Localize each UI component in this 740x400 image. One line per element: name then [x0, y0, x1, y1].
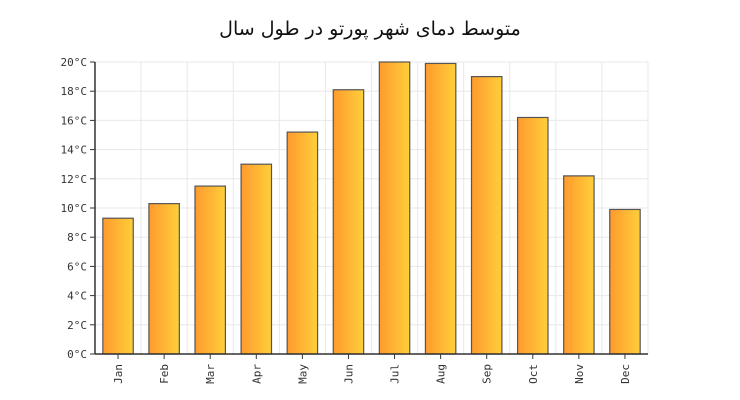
y-tick-label: 20°C — [61, 56, 88, 69]
bar-jul — [378, 61, 411, 355]
x-tick-label: May — [296, 364, 309, 384]
chart-title: متوسط دمای شهر پورتو در طول سال — [219, 18, 521, 40]
x-tick-label: Mar — [204, 364, 217, 384]
x-tick-label: Feb — [158, 364, 171, 384]
y-tick-label: 18°C — [61, 85, 88, 98]
bar-oct — [516, 116, 549, 355]
y-tick-label: 16°C — [61, 114, 88, 127]
y-tick-label: 14°C — [61, 144, 88, 157]
y-tick-label: 10°C — [61, 202, 88, 215]
x-tick-labels: Jan Feb Mar Apr May Jun Jul Aug Sep Oct Nov Dec — [112, 354, 632, 384]
bar-jan — [102, 217, 134, 355]
bar-jun — [332, 89, 365, 355]
y-tick-label: 6°C — [67, 260, 87, 273]
x-tick-label: Oct — [527, 364, 540, 384]
x-tick-label: Dec — [619, 364, 632, 384]
x-tick-label: Jun — [342, 364, 355, 384]
y-tick-label: 2°C — [67, 319, 87, 332]
x-tick-label: Jan — [112, 364, 125, 384]
bar-feb — [148, 203, 180, 355]
x-tick-label: Apr — [250, 364, 263, 384]
bar-sep — [470, 75, 503, 355]
x-tick-label: Sep — [481, 364, 494, 384]
x-tick-label: Aug — [435, 364, 448, 384]
bar-apr — [240, 163, 273, 355]
bar-nov — [563, 175, 595, 355]
y-tick-label: 8°C — [67, 231, 87, 244]
bar-mar — [194, 185, 227, 355]
bar-aug — [424, 62, 457, 355]
y-tick-label: 0°C — [67, 348, 87, 361]
x-tick-label: Nov — [573, 364, 586, 384]
y-tick-label: 12°C — [61, 173, 88, 186]
y-tick-labels: 0°C 2°C 4°C 6°C 8°C 10°C 12°C 14°C 16°C 18°C 20°C — [61, 56, 95, 361]
bar-may — [286, 131, 319, 355]
x-tick-label: Jul — [389, 364, 402, 384]
y-tick-label: 4°C — [67, 290, 87, 303]
bar-dec — [609, 208, 641, 355]
